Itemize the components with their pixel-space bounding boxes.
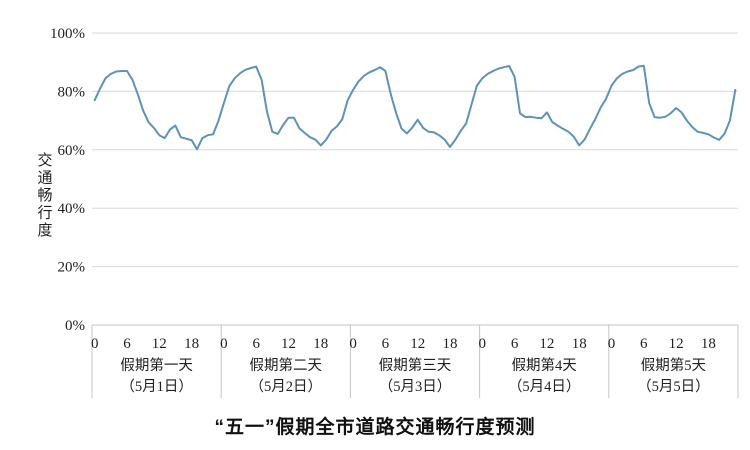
hour-tick-label: 18 bbox=[313, 336, 328, 352]
hour-tick-label: 6 bbox=[252, 336, 260, 352]
y-axis-title-char: 通 bbox=[37, 170, 52, 187]
day-label-name: 假期第4天 bbox=[512, 356, 577, 374]
chart-title: “五一”假期全市道路交通畅行度预测 bbox=[214, 417, 536, 438]
hour-tick-label: 0 bbox=[479, 336, 487, 352]
hour-tick-label: 12 bbox=[410, 336, 425, 352]
hour-tick-label: 0 bbox=[91, 336, 99, 352]
day-label-name: 假期第5天 bbox=[641, 356, 706, 374]
hour-tick-label: 0 bbox=[220, 336, 228, 352]
hour-tick-label: 12 bbox=[669, 336, 684, 352]
hour-tick-label: 0 bbox=[349, 336, 357, 352]
hour-tick-label: 6 bbox=[123, 336, 131, 352]
y-tick-label: 80% bbox=[58, 84, 86, 100]
hour-tick-label: 6 bbox=[640, 336, 648, 352]
day-label-date: （5月2日） bbox=[250, 378, 323, 395]
day-label-name: 假期第二天 bbox=[250, 356, 323, 374]
hour-tick-label: 12 bbox=[281, 336, 296, 352]
hour-tick-label: 18 bbox=[701, 336, 716, 352]
y-tick-label: 100% bbox=[50, 26, 85, 42]
y-axis-title-char: 畅 bbox=[37, 187, 52, 204]
day-label-name: 假期第一天 bbox=[120, 356, 193, 374]
day-label-date: （5月4日） bbox=[508, 378, 581, 395]
y-axis-title-char: 行 bbox=[37, 205, 52, 222]
y-tick-label: 40% bbox=[58, 201, 86, 217]
day-label-date: （5月1日） bbox=[120, 378, 193, 395]
y-tick-label: 60% bbox=[58, 143, 86, 159]
day-label-name: 假期第三天 bbox=[379, 356, 452, 374]
y-tick-label: 0% bbox=[65, 318, 85, 334]
hour-tick-label: 6 bbox=[511, 336, 519, 352]
hour-tick-label: 18 bbox=[442, 336, 457, 352]
hour-tick-label: 6 bbox=[382, 336, 390, 352]
hour-tick-label: 18 bbox=[572, 336, 587, 352]
y-axis-title-char: 度 bbox=[37, 222, 52, 239]
hour-tick-label: 12 bbox=[152, 336, 167, 352]
day-label-date: （5月3日） bbox=[379, 378, 452, 395]
y-axis-title-char: 交 bbox=[37, 151, 52, 169]
hour-tick-label: 0 bbox=[608, 336, 616, 352]
hour-tick-label: 18 bbox=[184, 336, 199, 352]
y-tick-label: 20% bbox=[58, 260, 86, 276]
day-label-date: （5月5日） bbox=[637, 378, 710, 395]
hour-tick-label: 12 bbox=[539, 336, 554, 352]
traffic-smoothness-line bbox=[93, 64, 737, 151]
